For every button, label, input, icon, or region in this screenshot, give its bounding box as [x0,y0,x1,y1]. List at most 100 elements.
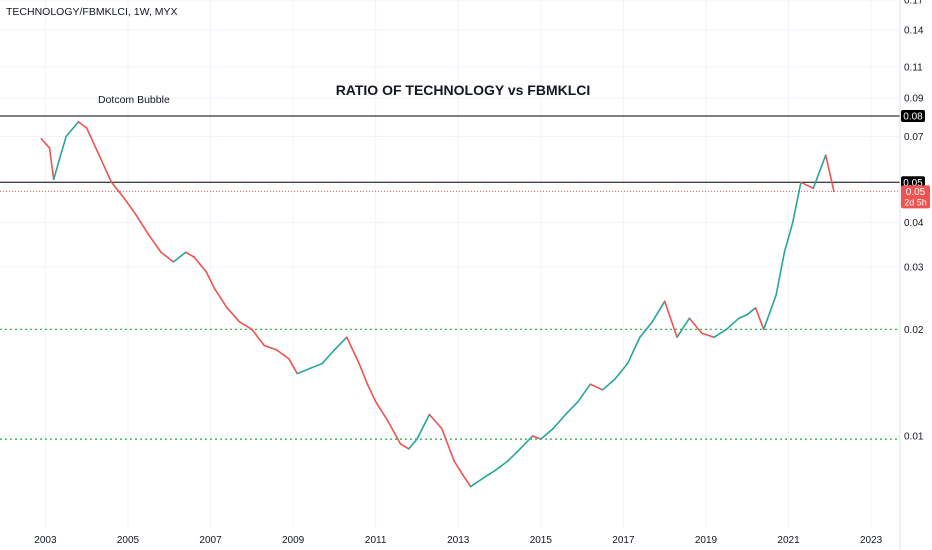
price-segment [713,328,728,339]
price-segment [123,197,138,216]
price-segment [205,271,216,290]
x-tick-label: 2015 [530,535,553,546]
x-tick-label: 2013 [447,535,470,546]
y-tick-label: 0.07 [904,132,924,143]
level-badge [901,109,925,122]
price-segment [147,233,162,254]
price-segment [110,181,125,199]
price-series [40,121,835,488]
price-segment [407,438,418,450]
price-segment [366,383,377,403]
price-segment [469,477,484,488]
last-price-badge [901,185,930,209]
price-segment [308,362,323,370]
price-segment [333,336,348,351]
horizontal-levels [0,115,900,440]
price-segment [701,332,716,339]
price-segment [614,362,629,380]
price-segment [754,307,765,331]
price-segment [160,251,175,263]
symbol-header[interactable]: TECHNOLOGY/FBMKLCI, 1W, MYX [6,6,178,18]
price-segment [519,435,534,450]
price-segment [540,427,555,440]
last-price-value: 0.05 [906,187,926,198]
x-tick-label: 2023 [860,535,883,546]
x-tick-label: 2009 [282,535,305,546]
price-segment [296,367,311,375]
price-segment [345,336,360,365]
price-segment [263,344,278,351]
time-axis[interactable]: 2003 2005 2007 2009 2011 2013 2015 2017 2019 2021… [34,535,882,546]
y-tick-label: 0.02 [904,325,924,336]
price-segment [601,378,616,391]
y-tick-label: 0.11 [904,62,923,73]
price-segment [440,427,455,462]
price-segment [374,400,389,423]
price-segment [824,154,835,193]
price-segment [453,460,464,476]
price-segment [275,349,290,360]
price-segment [226,307,241,323]
price-segment [288,358,299,375]
x-tick-label: 2005 [117,535,140,546]
x-tick-label: 2021 [777,535,800,546]
price-segment [416,413,431,440]
y-tick-label: 0.14 [904,25,924,36]
level-badge-label: 0.08 [903,111,923,122]
y-tick-label: 0.04 [904,218,924,229]
price-segment [358,362,369,386]
price-segment [52,135,67,181]
price-segment [193,256,208,273]
x-tick-label: 2017 [612,535,635,546]
price-segment [688,317,703,335]
price-segment [762,294,777,331]
y-tick-label: 0.09 [904,93,924,104]
price-segment [531,435,542,440]
price-segment [577,383,592,403]
price-segment [428,413,443,430]
price-segment [738,313,749,320]
price-segment [40,137,51,149]
price-segment [482,469,497,480]
price-segment [172,251,187,263]
price-segment [564,400,579,416]
dotcom-bubble-label: Dotcom Bubble [98,94,170,106]
price-segment [783,221,794,254]
price-segment [663,300,678,339]
price-segment [135,214,150,236]
last-price-countdown: 2d 5h [904,197,927,207]
price-segment [552,413,567,430]
price-segment [213,288,228,309]
price-segment [676,317,691,339]
chart-title: RATIO OF TECHNOLOGY vs FBMKLCI [336,82,591,98]
price-segment [65,121,80,138]
price-segment [85,127,100,157]
price-segment [651,300,666,323]
price-segment [184,251,195,258]
x-tick-label: 2003 [34,535,57,546]
price-segment [48,147,55,181]
grid-lines [0,0,900,528]
price-segment [506,448,521,462]
y-tick-label: 0.03 [904,262,924,273]
price-segment [639,321,654,339]
price-segment [98,154,113,184]
x-tick-label: 2007 [199,535,222,546]
price-segment [399,443,410,450]
price-segment [725,317,740,331]
price-segment [791,181,802,224]
price-segment [800,181,815,190]
level-badge [901,176,925,189]
price-segment [238,321,253,331]
level-badge-label: 0.05 [903,178,923,189]
price-segment [77,121,88,129]
x-tick-label: 2011 [365,535,387,546]
price-axis[interactable]: 0.17 0.14 0.11 0.09 0.07 0.04 0.03 0.02 0.01 [904,0,924,442]
y-tick-label: 0.01 [904,431,924,442]
price-segment [321,349,336,365]
price-segment [775,251,786,296]
price-segment [494,460,509,472]
price-segment [626,336,641,365]
